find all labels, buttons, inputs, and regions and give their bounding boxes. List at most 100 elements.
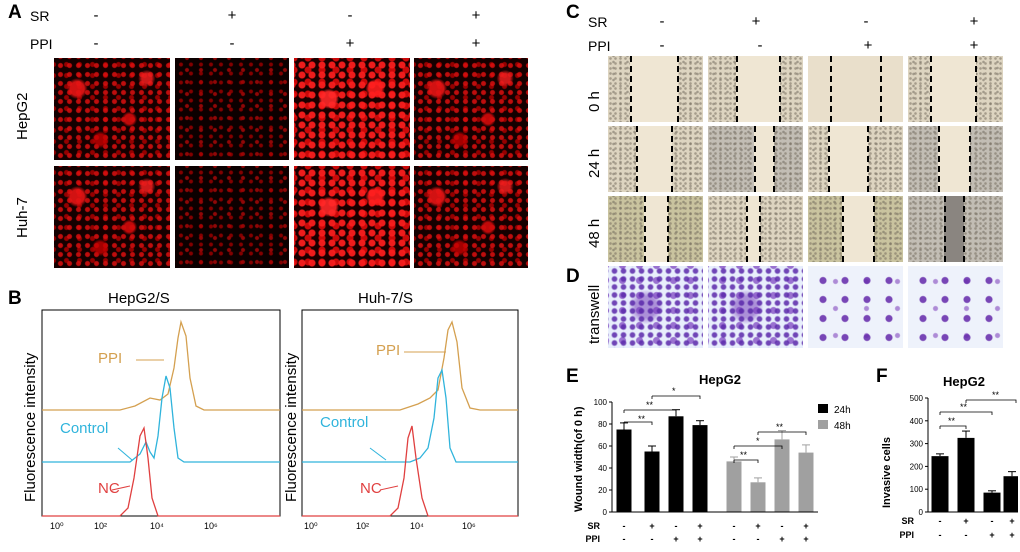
a-ppi-sign-2: - (229, 35, 235, 52)
sig-e-3: * (672, 386, 676, 396)
f-sr-sign: + (1009, 516, 1014, 526)
sig-e-5: * (756, 436, 760, 446)
e-sr-sign: + (755, 521, 760, 531)
a-sr-sign-4: + (471, 7, 481, 24)
e-sr-sign: + (697, 521, 702, 531)
micrograph-huh7-4 (414, 166, 528, 268)
e-ytick-label: 60 (598, 442, 607, 451)
micrograph-hepg2-4 (414, 58, 528, 160)
a-sr-sign-2: + (227, 7, 237, 24)
flow-tick-hepg2-2: 10² (94, 521, 108, 531)
flow-frame-huh7 (301, 309, 519, 517)
panel-a-label: A (8, 2, 22, 23)
time-label-0h: 0 h (586, 91, 603, 112)
legend-48h-label: 48h (834, 421, 851, 432)
e-sr-sign: - (623, 521, 626, 531)
legend-48h-swatch (818, 420, 828, 429)
e-ppi-label: PPI (585, 534, 600, 544)
ppi-label-hepg2: PPI (98, 350, 123, 367)
f-ppi-sign: + (989, 530, 994, 540)
chart-f-ylabel: Invasive cells (881, 437, 893, 508)
nc-curve-hepg2 (42, 425, 280, 517)
e-sr-sign: + (803, 521, 808, 531)
a-sr-sign-3: - (347, 7, 353, 24)
legend-24h-label: 24h (834, 405, 851, 416)
flow-tick-huh7-2: 10² (356, 521, 370, 531)
f-ytick-label: 500 (910, 394, 924, 403)
ppi-label-huh7: PPI (376, 342, 401, 359)
micrograph-huh7-3 (294, 166, 410, 268)
e-ppi-sign: + (673, 534, 678, 544)
e-sr-sign: - (733, 521, 736, 531)
sig-e-4: ** (740, 450, 748, 460)
sig-f-1: ** (948, 416, 956, 426)
transwell-image-3 (808, 266, 903, 348)
time-label-48h: 48 h (586, 218, 603, 248)
panel-b-label: B (8, 288, 22, 309)
flow-plots (41, 309, 519, 517)
control-label-hepg2: Control (60, 420, 109, 437)
e-ytick-label: 40 (598, 464, 607, 473)
f-ppi-label: PPI (899, 530, 914, 540)
f-sr-sign: - (939, 516, 942, 526)
flow-tick-huh7-4: 10⁶ (462, 521, 476, 531)
sig-e-6: ** (776, 422, 784, 432)
ppi-curve-huh7 (302, 320, 518, 411)
panel-e-label: E (566, 366, 579, 387)
bar-e-48h-3 (774, 439, 790, 512)
c-sr-row-label: SR (588, 14, 608, 30)
bar-f-2 (957, 437, 975, 512)
transwell-image-2 (708, 266, 803, 348)
e-ytick-label: 100 (594, 398, 608, 407)
f-sr-sign: + (963, 516, 968, 526)
wound-0h-4 (908, 56, 1003, 122)
f-ppi-sign: - (965, 530, 968, 540)
e-ytick-label: 0 (603, 508, 608, 517)
bar-e-24h-2 (644, 451, 660, 512)
transwell-label: transwell (586, 284, 603, 344)
wound-24h-4 (908, 126, 1003, 192)
wound-48h-2 (708, 196, 803, 262)
flow-tick-huh7-1: 10⁰ (304, 521, 318, 531)
wound-0h-2 (708, 56, 803, 122)
f-ppi-sign: + (1009, 530, 1014, 540)
sig-e-1: ** (638, 414, 646, 424)
bar-f-3 (983, 492, 1001, 512)
e-sr-label: SR (587, 521, 600, 531)
bar-e-24h-4 (692, 425, 708, 512)
micrograph-hepg2-2 (175, 58, 289, 160)
flow-tick-hepg2-1: 10⁰ (50, 521, 64, 531)
panel-d-label: D (566, 266, 580, 287)
time-label-24h: 24 h (586, 148, 603, 178)
c-ppi-sign-1: - (659, 37, 665, 54)
f-sr-label: SR (901, 516, 914, 526)
e-ytick-label: 80 (598, 420, 607, 429)
flow-title-hepg2: HepG2/S (108, 290, 170, 307)
micrograph-huh7-1 (54, 166, 170, 268)
micrograph-huh7-2 (175, 166, 289, 268)
panel-c-label: C (566, 2, 580, 23)
wound-24h-2 (708, 126, 803, 192)
e-ppi-sign: - (651, 534, 654, 544)
c-sr-sign-2: + (751, 13, 761, 30)
bar-e-24h-3 (668, 416, 684, 512)
bar-e-48h-4 (798, 452, 814, 512)
flow-title-huh7: Huh-7/S (358, 290, 414, 307)
nc-label-huh7: NC (360, 480, 382, 497)
micrograph-hepg2-3 (294, 58, 410, 160)
e-ppi-sign: - (733, 534, 736, 544)
huh7-row-label: Huh-7 (14, 197, 31, 238)
chart-e: HepG2 Wound width(of 0 h) 0 20 40 60 80 100 *… (573, 372, 851, 544)
f-ytick-label: 100 (910, 485, 924, 494)
wound-48h-1 (608, 196, 703, 262)
chart-f: HepG2 Invasive cells 0 100 200 300 400 500 **… (881, 374, 1018, 540)
e-ppi-sign: + (779, 534, 784, 544)
flow-tick-huh7-3: 10⁴ (410, 521, 424, 531)
e-sr-sign: + (649, 521, 654, 531)
control-label-huh7: Control (320, 414, 369, 431)
c-ppi-sign-2: - (757, 37, 763, 54)
legend-24h-swatch (818, 404, 828, 413)
e-sr-sign: - (781, 521, 784, 531)
a-ppi-sign-1: - (93, 35, 99, 52)
chart-e-ylabel: Wound width(of 0 h) (573, 406, 585, 512)
